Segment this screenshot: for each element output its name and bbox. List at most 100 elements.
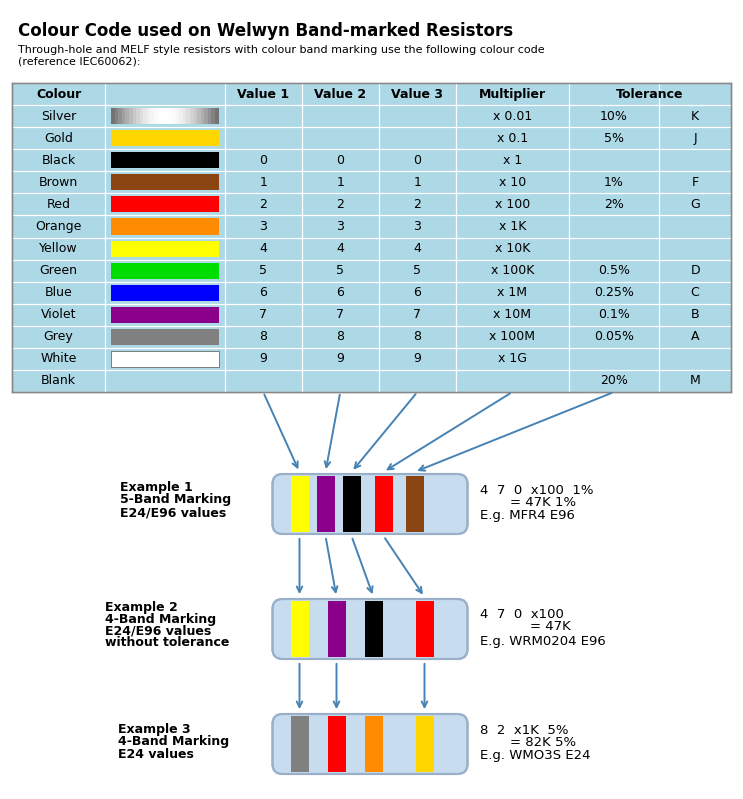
Text: x 1: x 1 [503, 153, 522, 167]
Text: Value 3: Value 3 [392, 88, 444, 101]
Bar [343, 476, 360, 532]
Text: = 47K 1%: = 47K 1% [510, 495, 576, 508]
Bar [126, 108, 129, 124]
Text: 0.05%: 0.05% [594, 330, 634, 344]
Bar [328, 716, 345, 772]
Text: 7: 7 [413, 308, 421, 321]
Text: E.g. WRM0204 E96: E.g. WRM0204 E96 [479, 634, 606, 647]
Text: Green: Green [39, 264, 77, 277]
Bar [328, 601, 345, 657]
Bar [154, 108, 158, 124]
Text: Grey: Grey [44, 330, 74, 344]
Text: 9: 9 [337, 352, 344, 365]
Text: 6: 6 [259, 286, 267, 299]
Text: E.g. MFR4 E96: E.g. MFR4 E96 [479, 510, 574, 523]
Bar [374, 476, 392, 532]
Text: 6: 6 [413, 286, 421, 299]
Text: 2%: 2% [604, 198, 624, 211]
Text: x 1K: x 1K [499, 220, 526, 233]
Bar [129, 108, 132, 124]
Bar [158, 108, 161, 124]
Bar [111, 328, 218, 345]
Text: = 82K 5%: = 82K 5% [510, 736, 576, 749]
Text: Through-hole and MELF style resistors with colour band marking use the following: Through-hole and MELF style resistors wi… [18, 45, 545, 66]
Text: C: C [691, 286, 699, 299]
Text: 1%: 1% [604, 176, 624, 189]
Text: 1: 1 [259, 176, 267, 189]
Text: 2: 2 [259, 198, 267, 211]
Bar [415, 716, 433, 772]
Text: E24 values: E24 values [118, 748, 194, 761]
Bar [122, 108, 126, 124]
Text: B: B [691, 308, 699, 321]
Text: Violet: Violet [41, 308, 77, 321]
Text: 0: 0 [413, 153, 421, 167]
Bar [111, 174, 218, 190]
Text: 5: 5 [337, 264, 344, 277]
Bar [215, 108, 218, 124]
Bar [111, 307, 218, 323]
Text: Red: Red [47, 198, 71, 211]
Text: x 10K: x 10K [495, 242, 530, 255]
Bar [365, 716, 383, 772]
Text: E.g. WMO3S E24: E.g. WMO3S E24 [479, 749, 590, 762]
Text: Black: Black [42, 153, 76, 167]
Text: J: J [693, 132, 697, 145]
Bar [111, 240, 218, 256]
Text: Yellow: Yellow [39, 242, 78, 255]
Text: 5%: 5% [604, 132, 624, 145]
Bar [208, 108, 212, 124]
Text: x 10M: x 10M [493, 308, 531, 321]
Text: Example 2: Example 2 [105, 601, 178, 614]
Text: K: K [691, 109, 699, 122]
Text: x 100M: x 100M [490, 330, 536, 344]
Text: Value 1: Value 1 [237, 88, 289, 101]
Bar [190, 108, 193, 124]
Bar [111, 284, 218, 300]
Text: 8  2  x1K  5%: 8 2 x1K 5% [479, 724, 568, 737]
FancyBboxPatch shape [273, 599, 467, 659]
Text: 8: 8 [259, 330, 267, 344]
Text: Blank: Blank [41, 375, 76, 388]
Bar [172, 108, 175, 124]
Text: Orange: Orange [36, 220, 82, 233]
Text: 7: 7 [337, 308, 344, 321]
Text: x 10: x 10 [499, 176, 526, 189]
Bar [291, 476, 308, 532]
Text: 3: 3 [413, 220, 421, 233]
Bar [183, 108, 186, 124]
Text: 4-Band Marking: 4-Band Marking [118, 736, 229, 749]
Bar [147, 108, 151, 124]
Bar [201, 108, 204, 124]
Text: Blue: Blue [45, 286, 72, 299]
Text: Silver: Silver [41, 109, 76, 122]
Bar [111, 263, 218, 279]
Bar [143, 108, 147, 124]
Text: x 1G: x 1G [498, 352, 527, 365]
Text: F: F [692, 176, 698, 189]
Bar [140, 108, 143, 124]
Bar [291, 601, 308, 657]
Text: 3: 3 [337, 220, 344, 233]
Text: Gold: Gold [44, 132, 73, 145]
Bar [186, 108, 190, 124]
Text: 4  7  0  x100: 4 7 0 x100 [479, 609, 563, 622]
Text: 8: 8 [413, 330, 421, 344]
Bar [114, 108, 118, 124]
Text: 20%: 20% [600, 375, 628, 388]
Bar [12, 83, 731, 392]
Text: x 0.01: x 0.01 [493, 109, 532, 122]
Text: 1: 1 [337, 176, 344, 189]
Bar [415, 601, 433, 657]
Text: 10%: 10% [600, 109, 628, 122]
Text: Example 3: Example 3 [118, 724, 191, 737]
Text: without tolerance: without tolerance [105, 637, 230, 650]
Bar [111, 153, 218, 169]
Text: 4-Band Marking: 4-Band Marking [105, 613, 216, 626]
Text: E24/E96 values: E24/E96 values [105, 625, 211, 638]
Bar [169, 108, 172, 124]
Text: 4: 4 [413, 242, 421, 255]
Text: Brown: Brown [39, 176, 78, 189]
Text: 5: 5 [413, 264, 421, 277]
Text: G: G [690, 198, 700, 211]
